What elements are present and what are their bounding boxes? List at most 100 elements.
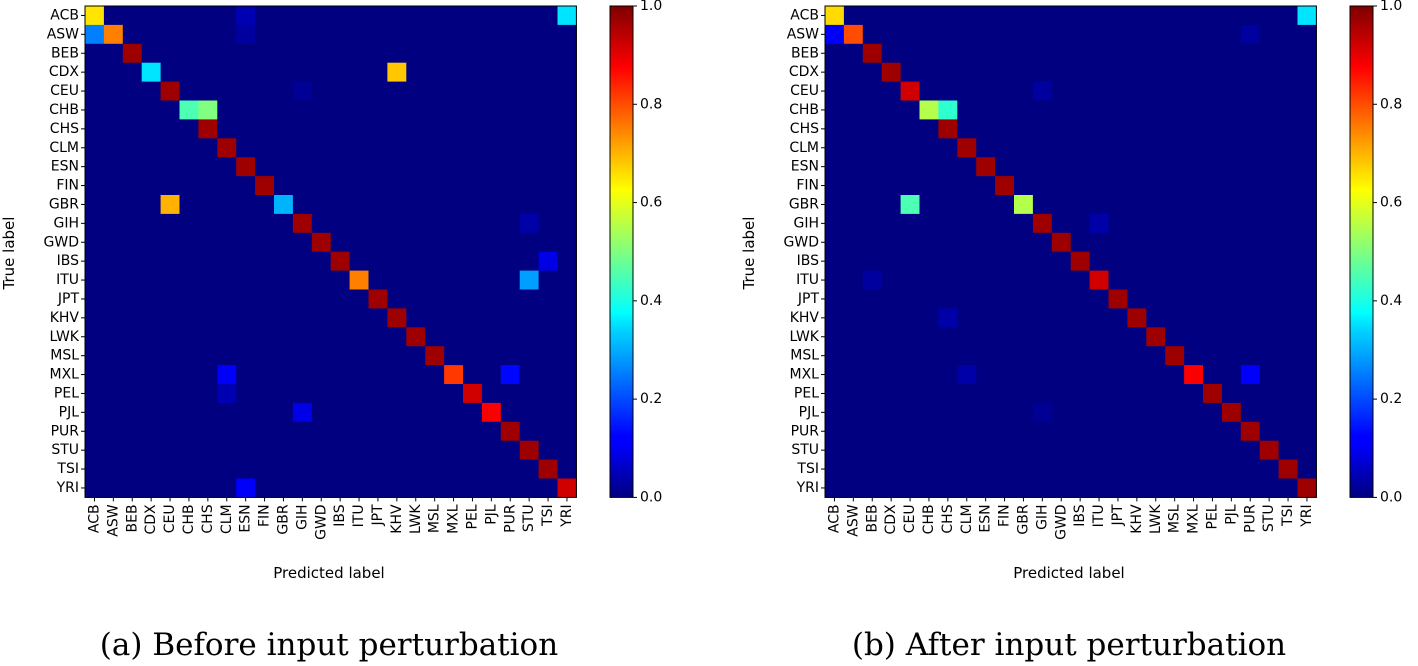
- cell-MSL-GWD: [1051, 346, 1072, 366]
- cell-FIN-ESN: [976, 176, 996, 196]
- cell-ESN-CDX: [141, 157, 161, 177]
- cell-YRI-KHV: [1127, 478, 1147, 498]
- cell-MXL-CDX: [881, 365, 901, 385]
- y-tick-label: CEU: [50, 83, 79, 99]
- y-tick-label: LWK: [789, 329, 819, 345]
- y-tick-label: CHB: [789, 102, 819, 118]
- cell-CEU-LWK: [1146, 81, 1166, 101]
- cell-PUR-ACB: [825, 421, 845, 442]
- cell-ITU-TSI: [538, 270, 558, 290]
- cell-JPT-JPT: [1108, 289, 1128, 309]
- cell-CLM-ASW: [843, 138, 864, 158]
- cell-GBR-CEU: [900, 195, 920, 215]
- cell-BEB-ASW: [103, 43, 124, 64]
- cell-GWD-ASW: [103, 232, 124, 253]
- cell-CHB-STU: [519, 100, 539, 120]
- cell-CDX-PEL: [1203, 62, 1223, 82]
- cell-YRI-ACB: [85, 478, 105, 498]
- cell-TSI-JPT: [368, 459, 388, 479]
- y-tick-label: PEL: [54, 385, 79, 401]
- cell-YRI-LWK: [406, 478, 426, 498]
- cell-PEL-GWD: [311, 384, 332, 404]
- cell-GWD-PEL: [1203, 232, 1223, 253]
- cell-CDX-TSI: [1278, 62, 1298, 82]
- cell-CHB-FIN: [995, 100, 1015, 120]
- cell-GBR-IBS: [1070, 195, 1090, 215]
- cell-TSI-KHV: [387, 459, 407, 479]
- cell-PEL-GIH: [1032, 384, 1053, 404]
- cell-PJL-ASW: [103, 402, 124, 423]
- cell-FIN-GIH: [292, 176, 313, 196]
- cell-ACB-KHV: [387, 6, 407, 26]
- cell-CEU-CHS: [938, 81, 958, 101]
- cell-CHS-CHS: [198, 119, 218, 139]
- cell-JPT-FIN: [255, 289, 275, 309]
- cell-CLM-LWK: [406, 138, 426, 158]
- cell-ACB-BEB: [862, 6, 883, 26]
- y-tick-label: FIN: [796, 178, 819, 194]
- cell-GIH-TSI: [538, 213, 558, 234]
- cell-GIH-PEL: [463, 213, 483, 234]
- y-tick-label: GBR: [49, 196, 79, 212]
- cell-CEU-CHB: [919, 81, 939, 101]
- cell-CEU-PEL: [1203, 81, 1223, 101]
- cell-JPT-CHS: [938, 289, 958, 309]
- y-tick-label: CDX: [789, 64, 820, 80]
- cell-ACB-ASW: [843, 6, 864, 26]
- cell-TSI-PJL: [481, 459, 502, 479]
- cell-TSI-GIH: [292, 459, 313, 479]
- cell-ACB-KHV: [1127, 6, 1147, 26]
- cell-ITU-YRI: [557, 270, 577, 290]
- cell-CHS-ESN: [976, 119, 996, 139]
- cell-LWK-PJL: [1221, 327, 1242, 347]
- cell-IBS-CEU: [900, 251, 920, 271]
- cell-ESN-ESN: [976, 157, 996, 177]
- x-tick-label: MXL: [1186, 504, 1202, 534]
- colorbar-tick-label: 0.6: [1380, 195, 1402, 211]
- colorbar-b: 0.0 0.2 0.4 0.6 0.8 1.0: [1349, 0, 1402, 505]
- cell-CHS-JPT: [368, 119, 388, 139]
- cell-GWD-PUR: [1240, 232, 1261, 253]
- cell-YRI-YRI: [1297, 478, 1317, 498]
- cell-ACB-TSI: [1278, 6, 1298, 26]
- cell-PJL-CHS: [198, 402, 218, 423]
- cell-CLM-ASW: [103, 138, 124, 158]
- cell-CDX-GBR: [1014, 62, 1034, 82]
- cell-STU-KHV: [1127, 440, 1147, 460]
- cell-ITU-KHV: [1127, 270, 1147, 290]
- cell-IBS-KHV: [1127, 251, 1147, 271]
- cell-BEB-MSL: [425, 43, 445, 64]
- cell-CHS-LWK: [406, 119, 426, 139]
- cell-STU-BEB: [862, 440, 883, 460]
- cell-JPT-CLM: [217, 289, 237, 309]
- cell-ITU-JPT: [368, 270, 388, 290]
- cell-CHB-ASW: [103, 100, 124, 120]
- cell-ESN-PEL: [1203, 157, 1223, 177]
- cell-STU-CLM: [957, 440, 977, 460]
- x-tick-labels-b: ACB ASW BEB CDX CEU CHB CHS CLM ESN FIN GBR GIH GWD I…: [826, 497, 1315, 540]
- cell-KHV-CDX: [141, 308, 161, 328]
- cell-IBS-PEL: [463, 251, 483, 271]
- cell-STU-MXL: [444, 440, 464, 460]
- cell-MXL-IBS: [330, 365, 350, 385]
- cell-KHV-GWD: [311, 308, 332, 328]
- cell-STU-ACB: [85, 440, 105, 460]
- cell-TSI-KHV: [1127, 459, 1147, 479]
- cell-STU-CHB: [179, 440, 199, 460]
- cell-CDX-PUR: [1240, 62, 1261, 82]
- cell-JPT-CHS: [198, 289, 218, 309]
- cell-GBR-ASW: [843, 195, 864, 215]
- cell-ASW-PEL: [1203, 24, 1223, 45]
- y-tick-label: MXL: [50, 367, 80, 383]
- cell-ACB-CDX: [141, 6, 161, 26]
- cell-PUR-BEB: [122, 421, 143, 442]
- cell-ESN-IBS: [330, 157, 350, 177]
- cell-KHV-KHV: [387, 308, 407, 328]
- cell-IBS-GWD: [1051, 251, 1072, 271]
- cell-CEU-ITU: [1089, 81, 1109, 101]
- cell-ASW-BEB: [122, 24, 143, 45]
- cell-PEL-TSI: [538, 384, 558, 404]
- cell-ITU-IBS: [1070, 270, 1090, 290]
- cell-LWK-CHB: [919, 327, 939, 347]
- cell-YRI-IBS: [330, 478, 350, 498]
